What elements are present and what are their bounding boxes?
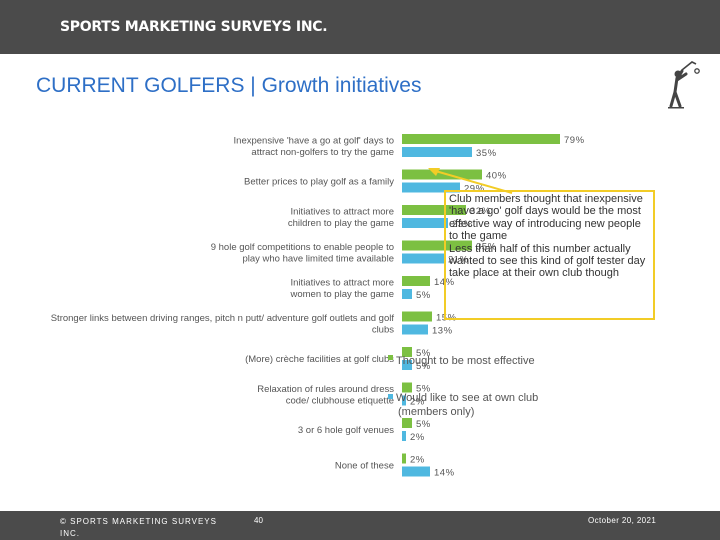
value-label-s2-2: 23% bbox=[452, 219, 473, 230]
bar-s1-3 bbox=[402, 240, 472, 251]
value-label-s1-0: 79% bbox=[564, 135, 585, 146]
value-label-s1-9: 2% bbox=[410, 455, 425, 466]
footer-bar bbox=[0, 511, 720, 540]
value-label-s1-2: 32% bbox=[470, 206, 491, 217]
legend-swatch-1 bbox=[388, 355, 393, 360]
header-bar bbox=[0, 0, 720, 54]
value-label-s1-3: 35% bbox=[476, 242, 497, 253]
bar-s2-2 bbox=[402, 218, 448, 228]
golfer-icon bbox=[668, 61, 700, 109]
bar-s2-4 bbox=[402, 289, 412, 299]
category-label-0-line-1: attract non-golfers to try the game bbox=[251, 147, 394, 158]
callout-box: Club members thought that inexpensive 'h… bbox=[444, 190, 655, 320]
callout-arrow bbox=[431, 169, 513, 194]
category-label-5-line-0: Stronger links between driving ranges, p… bbox=[51, 313, 395, 324]
value-label-s2-7: 2% bbox=[410, 397, 425, 408]
value-label-s2-5: 13% bbox=[432, 326, 453, 337]
legend-label-2-line-0: Would like to see at own club bbox=[396, 392, 538, 404]
category-label-5-line-1: clubs bbox=[372, 324, 394, 335]
category-label-2-line-0: Initiatives to attract more bbox=[291, 206, 394, 217]
value-label-s2-0: 35% bbox=[476, 148, 497, 159]
bar-s1-9 bbox=[402, 453, 406, 464]
callout-text-2: Less than half of this number actually w… bbox=[449, 242, 646, 280]
value-label-s2-6: 5% bbox=[416, 361, 431, 372]
category-label-4-line-0: Initiatives to attract more bbox=[291, 277, 394, 288]
value-label-s1-8: 5% bbox=[416, 419, 431, 430]
bar-s1-4 bbox=[402, 276, 430, 286]
value-label-s2-3: 21% bbox=[448, 255, 469, 266]
bar-s2-6 bbox=[402, 360, 412, 370]
bar-s2-1 bbox=[402, 182, 460, 193]
category-label-3-line-1: play who have limited time available bbox=[242, 253, 394, 264]
legend-label-1: Thought to be most effective bbox=[396, 355, 535, 367]
value-label-s1-1: 40% bbox=[486, 171, 507, 182]
brand-logo-text: SPORTS MARKETING SURVEYS INC. bbox=[60, 19, 328, 35]
category-label-8-line-0: 3 or 6 hole golf venues bbox=[298, 425, 394, 436]
bar-s1-2 bbox=[402, 205, 466, 215]
category-label-4-line-1: women to play the game bbox=[289, 289, 394, 300]
footer-date: October 20, 2021 bbox=[588, 516, 657, 525]
bar-s2-0 bbox=[402, 147, 472, 157]
callout-text-1: Club members thought that inexpensive 'h… bbox=[449, 193, 643, 243]
bar-s1-8 bbox=[402, 418, 412, 428]
category-label-0-line-0: Inexpensive 'have a go at golf' days to bbox=[234, 135, 394, 146]
category-label-3-line-0: 9 hole golf competitions to enable peopl… bbox=[211, 242, 394, 253]
category-label-6-line-0: (More) crèche facilities at golf clubs bbox=[245, 354, 394, 365]
category-label-9-line-0: None of these bbox=[335, 461, 394, 472]
bar-s2-7 bbox=[402, 395, 406, 406]
value-label-s2-4: 5% bbox=[416, 290, 431, 301]
bar-s1-5 bbox=[402, 311, 432, 322]
category-label-7-line-1: code/ clubhouse etiquette bbox=[286, 395, 394, 406]
bar-s2-5 bbox=[402, 324, 428, 335]
category-label-7-line-0: Relaxation of rules around dress bbox=[257, 384, 394, 395]
category-label-1-line-0: Better prices to play golf as a family bbox=[244, 177, 394, 188]
callout-arrowhead bbox=[428, 168, 440, 176]
value-label-s1-6: 5% bbox=[416, 348, 431, 359]
slide-title: CURRENT GOLFERS | Growth initiatives bbox=[36, 74, 422, 97]
footer-copyright: © SPORTS MARKETING SURVEYS INC. bbox=[60, 517, 217, 538]
legend-swatch-2 bbox=[388, 394, 393, 399]
bar-s2-9 bbox=[402, 466, 430, 477]
legend-label-2-line-1: (members only) bbox=[398, 406, 474, 418]
bar-s1-7 bbox=[402, 382, 412, 393]
bar-s1-1 bbox=[402, 169, 482, 180]
bar-s1-6 bbox=[402, 347, 412, 357]
value-label-s2-1: 29% bbox=[464, 184, 485, 195]
bar-s2-8 bbox=[402, 431, 406, 441]
value-label-s2-8: 2% bbox=[410, 432, 425, 443]
page-number: 40 bbox=[254, 516, 263, 525]
bar-s1-0 bbox=[402, 134, 560, 144]
value-label-s1-7: 5% bbox=[416, 384, 431, 395]
category-label-2-line-1: children to play the game bbox=[288, 218, 394, 229]
value-label-s2-9: 14% bbox=[434, 468, 455, 479]
bar-s2-3 bbox=[402, 253, 444, 264]
